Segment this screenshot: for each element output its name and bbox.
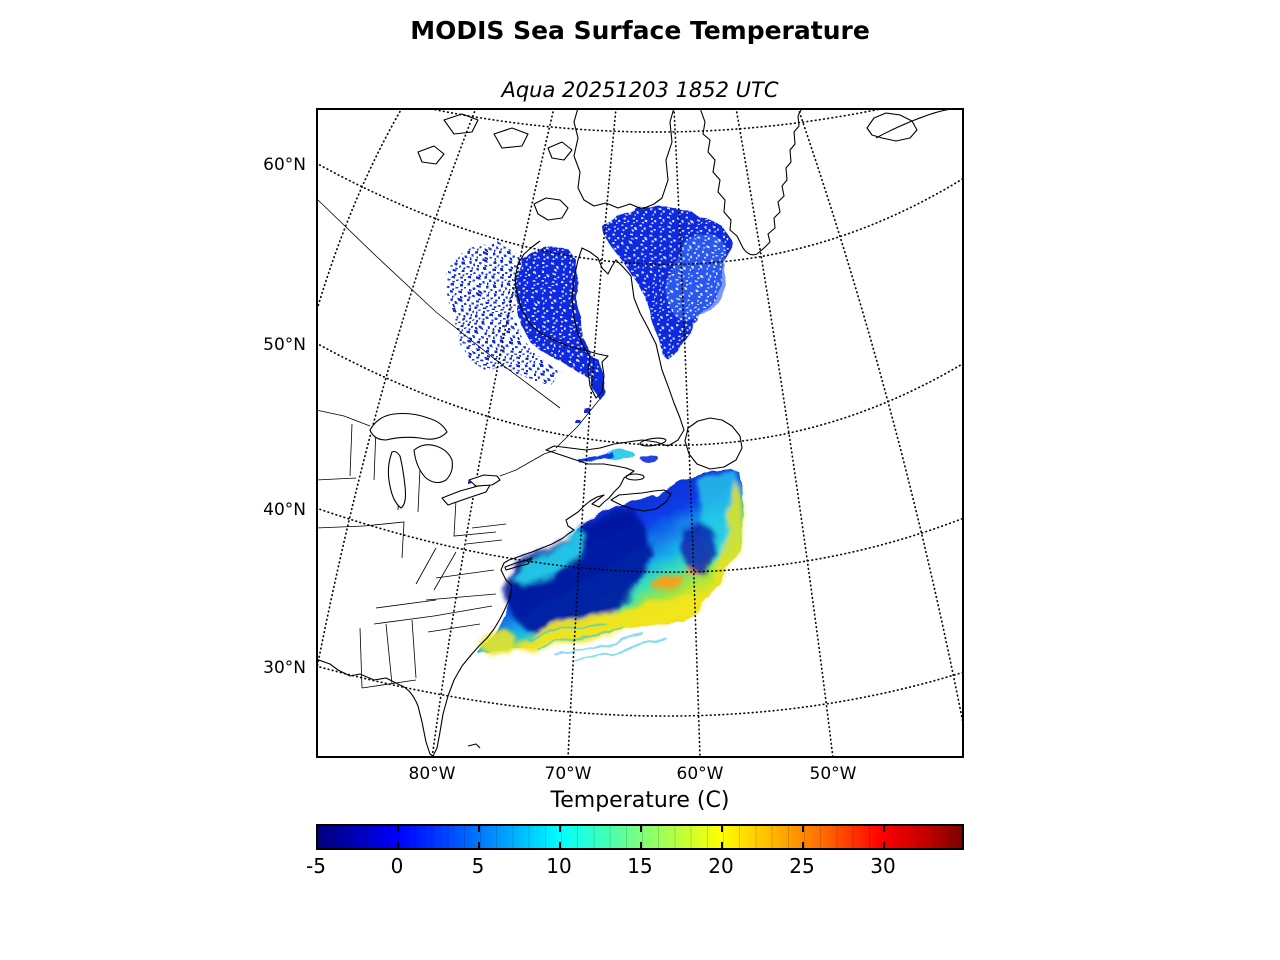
colorbar-tick — [397, 842, 399, 848]
colorbar-tick — [802, 826, 804, 832]
sst-navy-streak — [680, 524, 716, 574]
coastline-nova-scotia — [610, 489, 672, 512]
graticule — [316, 108, 964, 758]
lat-tick-40n: 40°N — [263, 500, 306, 520]
lon-tick-60w: 60°W — [676, 764, 724, 784]
meridian-100w — [316, 108, 403, 314]
lat-tick-60n: 60°N — [263, 155, 306, 175]
great-lakes — [369, 412, 501, 509]
sst-estuary-streak — [577, 453, 615, 462]
coastline-baffin-island — [573, 108, 675, 210]
lat-tick-30n: 30°N — [263, 658, 306, 678]
colorbar-tick — [559, 842, 561, 848]
sst-inland-lakes-speckle — [447, 244, 558, 382]
colorbar-tick-label-30: 30 — [870, 854, 896, 878]
sst-swath-north — [447, 206, 732, 484]
colorbar-tick — [640, 826, 642, 832]
colorbar-tick-label-5: 5 — [471, 854, 485, 878]
sst-speck — [576, 420, 581, 424]
coastline-southampton-island — [533, 197, 569, 221]
border-us-canada — [316, 409, 371, 427]
lake-superior — [369, 412, 448, 441]
colorbar-tick-label-15: 15 — [627, 854, 653, 878]
coastline-greenland — [699, 108, 803, 256]
map-plot — [316, 108, 964, 758]
sst-gulf-stl-cyan — [607, 450, 635, 460]
sst-speck — [468, 480, 472, 484]
sst-right-edge-yellow — [712, 480, 744, 586]
lake-huron — [413, 444, 453, 484]
lon-tick-70w: 70°W — [544, 764, 592, 784]
coastline-bahamas-speck — [467, 743, 481, 749]
coastlines — [316, 108, 964, 757]
sst-labrador-speckle-holes — [602, 206, 732, 362]
coastline-anticosti — [639, 437, 667, 447]
border-ontario-quebec — [555, 399, 600, 449]
lake-michigan — [387, 450, 407, 509]
colorbar-tick-label-20: 20 — [708, 854, 734, 878]
colorbar-tick — [802, 842, 804, 848]
sst-cyan-nearshore-band — [512, 529, 586, 584]
colorbar-tick — [721, 842, 723, 848]
colorbar-tick — [397, 826, 399, 832]
meridian-40w — [797, 108, 964, 729]
colorbar-tick — [721, 826, 723, 832]
meridian-50w — [735, 108, 834, 758]
colorbar-tick — [478, 842, 480, 848]
figure-subtitle: Aqua 20251203 1852 UTC — [501, 78, 779, 102]
coastline-pei — [625, 473, 645, 481]
page-title: MODIS Sea Surface Temperature — [410, 16, 870, 45]
sst-swath-atlantic — [478, 450, 744, 663]
meridian-90w — [316, 108, 477, 674]
meridian-80w — [431, 108, 555, 758]
sst-gulf-stl-blue — [639, 453, 657, 461]
colorbar — [316, 824, 964, 850]
colorbar-label: Temperature (C) — [550, 788, 730, 813]
colorbar-tick-label-0: 0 — [390, 854, 404, 878]
lon-tick-50w: 50°W — [809, 764, 857, 784]
lon-tick-80w: 80°W — [408, 764, 456, 784]
colorbar-tick — [883, 826, 885, 832]
map-svg — [316, 108, 964, 758]
map-frame — [316, 108, 964, 758]
colorbar-tick-label-10: 10 — [546, 854, 572, 878]
sst-eddy-wave-streaks — [525, 623, 669, 663]
lake-erie — [441, 484, 491, 506]
border-st-lawrence — [499, 449, 557, 477]
colorbar-tick-label-neg5: -5 — [306, 854, 326, 878]
meridian-60w — [673, 108, 701, 758]
coastline-long-island — [504, 557, 533, 571]
parallel-30n — [316, 665, 964, 717]
lake-ontario — [468, 474, 501, 487]
colorbar-tick — [640, 842, 642, 848]
sst-cold-slope-water — [506, 506, 650, 634]
parallel-70n — [426, 108, 886, 133]
meridian-70w — [567, 108, 617, 758]
colorbar-tick — [559, 826, 561, 832]
colorbar-tick — [478, 826, 480, 832]
sst-speck — [584, 408, 590, 413]
sst-hudson-speckle-holes — [515, 245, 599, 381]
sst-warm-orange-eddy — [651, 574, 685, 590]
coastline-iceland — [866, 112, 918, 142]
coastline-arctic-islands — [417, 113, 573, 165]
border-prairie-diagonal — [317, 199, 561, 409]
lat-tick-50n: 50°N — [263, 335, 306, 355]
colorbar-tick-label-25: 25 — [789, 854, 815, 878]
sst-gulf-stream-yellow — [510, 594, 704, 650]
colorbar-tick — [883, 842, 885, 848]
parallel-60n — [316, 162, 964, 266]
coastline-newfoundland — [684, 417, 743, 470]
